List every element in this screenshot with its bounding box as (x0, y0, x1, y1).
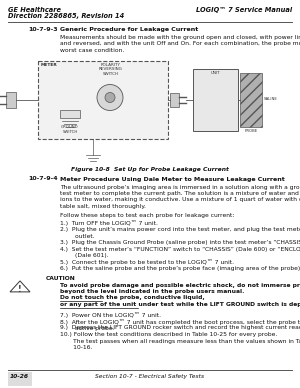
Bar (240, 73, 262, 126)
Text: !: ! (18, 285, 22, 294)
Text: 9.)  Depress the LIFT GROUND rocker switch and record the highest current readin: 9.) Depress the LIFT GROUND rocker switc… (60, 326, 300, 331)
Text: GE Healthcare: GE Healthcare (8, 7, 61, 13)
Bar (6, 92, 16, 107)
Text: 10-7-9-4: 10-7-9-4 (28, 177, 58, 182)
Text: METER: METER (41, 62, 58, 66)
Text: worst case condition.: worst case condition. (60, 48, 124, 53)
Text: LOGIQ™ 7 Service Manual: LOGIQ™ 7 Service Manual (196, 7, 292, 13)
Text: 2.)  Plug the unit’s mains power cord into the test meter, and plug the test met: 2.) Plug the unit’s mains power cord int… (60, 227, 300, 232)
Bar (8, 372, 32, 386)
Text: GROUND
SWITCH: GROUND SWITCH (61, 125, 79, 134)
Text: Figure 10-8  Set Up for Probe Leakage Current: Figure 10-8 Set Up for Probe Leakage Cur… (71, 166, 229, 171)
Text: Generic Procedure for Leakage Current: Generic Procedure for Leakage Current (60, 27, 198, 32)
Text: 1.)  Turn OFF the LOGIQ™ 7 unit.: 1.) Turn OFF the LOGIQ™ 7 unit. (60, 220, 158, 226)
Text: Measurements should be made with the ground open and closed, with power line mai: Measurements should be made with the gro… (60, 35, 300, 40)
Text: POLARITY
REVERSING
SWITCH: POLARITY REVERSING SWITCH (99, 62, 123, 76)
Text: ions to the water, making it conductive. Use a mixture of 1 quart of water with : ions to the water, making it conductive.… (60, 197, 300, 203)
Text: test meter to complete the current path. The solution is a mixture of water and : test meter to complete the current path.… (60, 191, 300, 196)
Text: and reversed, and with the unit Off and On. For each combination, the probe must: and reversed, and with the unit Off and … (60, 42, 300, 47)
Bar (60, 109, 80, 118)
Text: 3.)  Plug the Chassis Ground Probe (saline probe) into the test meter’s “CHASSIS: 3.) Plug the Chassis Ground Probe (salin… (60, 240, 300, 245)
Text: (Dale 601).: (Dale 601). (60, 253, 109, 258)
Text: 4.)  Set the test meter’s “FUNCTION” switch to “CHASSIS” (Dale 600) or “ENCLOSUR: 4.) Set the test meter’s “FUNCTION” swit… (60, 246, 300, 251)
Bar (38, 61, 168, 139)
Text: 10-7-9-3: 10-7-9-3 (28, 27, 58, 32)
Text: 10-26: 10-26 (10, 374, 29, 379)
Text: SALINE: SALINE (264, 97, 278, 102)
Text: 8.)  After the LOGIQ™ 7 unit has completed the boot process, select the probe to: 8.) After the LOGIQ™ 7 unit has complete… (60, 319, 300, 331)
Bar (193, 69, 238, 130)
Text: outlet.: outlet. (60, 234, 94, 239)
Text: or any part of the unit under test while the LIFT GROUND switch is depressed.: or any part of the unit under test while… (60, 302, 300, 307)
Text: The test passes when all readings measure less than the values shown in Table 10: The test passes when all readings measur… (60, 338, 300, 343)
Text: Do not touch the probe, conductive liquid,: Do not touch the probe, conductive liqui… (60, 296, 205, 300)
Text: CAUTION: CAUTION (46, 275, 76, 281)
Text: Section 10-7 - Electrical Safety Tests: Section 10-7 - Electrical Safety Tests (95, 374, 205, 379)
Text: 10.) Follow the test conditions described in Table 10-25 for every probe.: 10.) Follow the test conditions describe… (60, 332, 277, 337)
Polygon shape (10, 281, 30, 292)
Text: 7.)  Power ON the LOGIQ™ 7 unit.: 7.) Power ON the LOGIQ™ 7 unit. (60, 312, 161, 318)
Text: table salt, mixed thoroughly.: table salt, mixed thoroughly. (60, 204, 146, 209)
Text: To avoid probe damage and possible electric shock, do not immerse probes into an: To avoid probe damage and possible elect… (60, 282, 300, 288)
Text: Follow these steps to test each probe for leakage current:: Follow these steps to test each probe fo… (60, 213, 234, 218)
Text: 5.)  Connect the probe to be tested to the LOGIQ™ 7 unit.: 5.) Connect the probe to be tested to th… (60, 260, 234, 265)
Text: 10-16.: 10-16. (60, 345, 92, 350)
Bar (170, 92, 179, 106)
Text: Direction 2286865, Revision 14: Direction 2286865, Revision 14 (8, 13, 124, 19)
Circle shape (97, 85, 123, 111)
Text: 6.)  Put the saline probe and the probe’s probe face (imaging area of the probe): 6.) Put the saline probe and the probe’s… (60, 266, 300, 271)
Text: beyond the level indicated in the probe users manual.: beyond the level indicated in the probe … (60, 289, 247, 294)
Text: Meter Procedure Using Dale Meter to Measure Leakage Current: Meter Procedure Using Dale Meter to Meas… (60, 177, 285, 182)
Text: The ultrasound probe’s imaging area is immersed in a solution along with a groun: The ultrasound probe’s imaging area is i… (60, 185, 300, 189)
Text: PROBE: PROBE (244, 130, 258, 133)
Text: UNIT: UNIT (211, 71, 220, 74)
Circle shape (105, 92, 115, 102)
